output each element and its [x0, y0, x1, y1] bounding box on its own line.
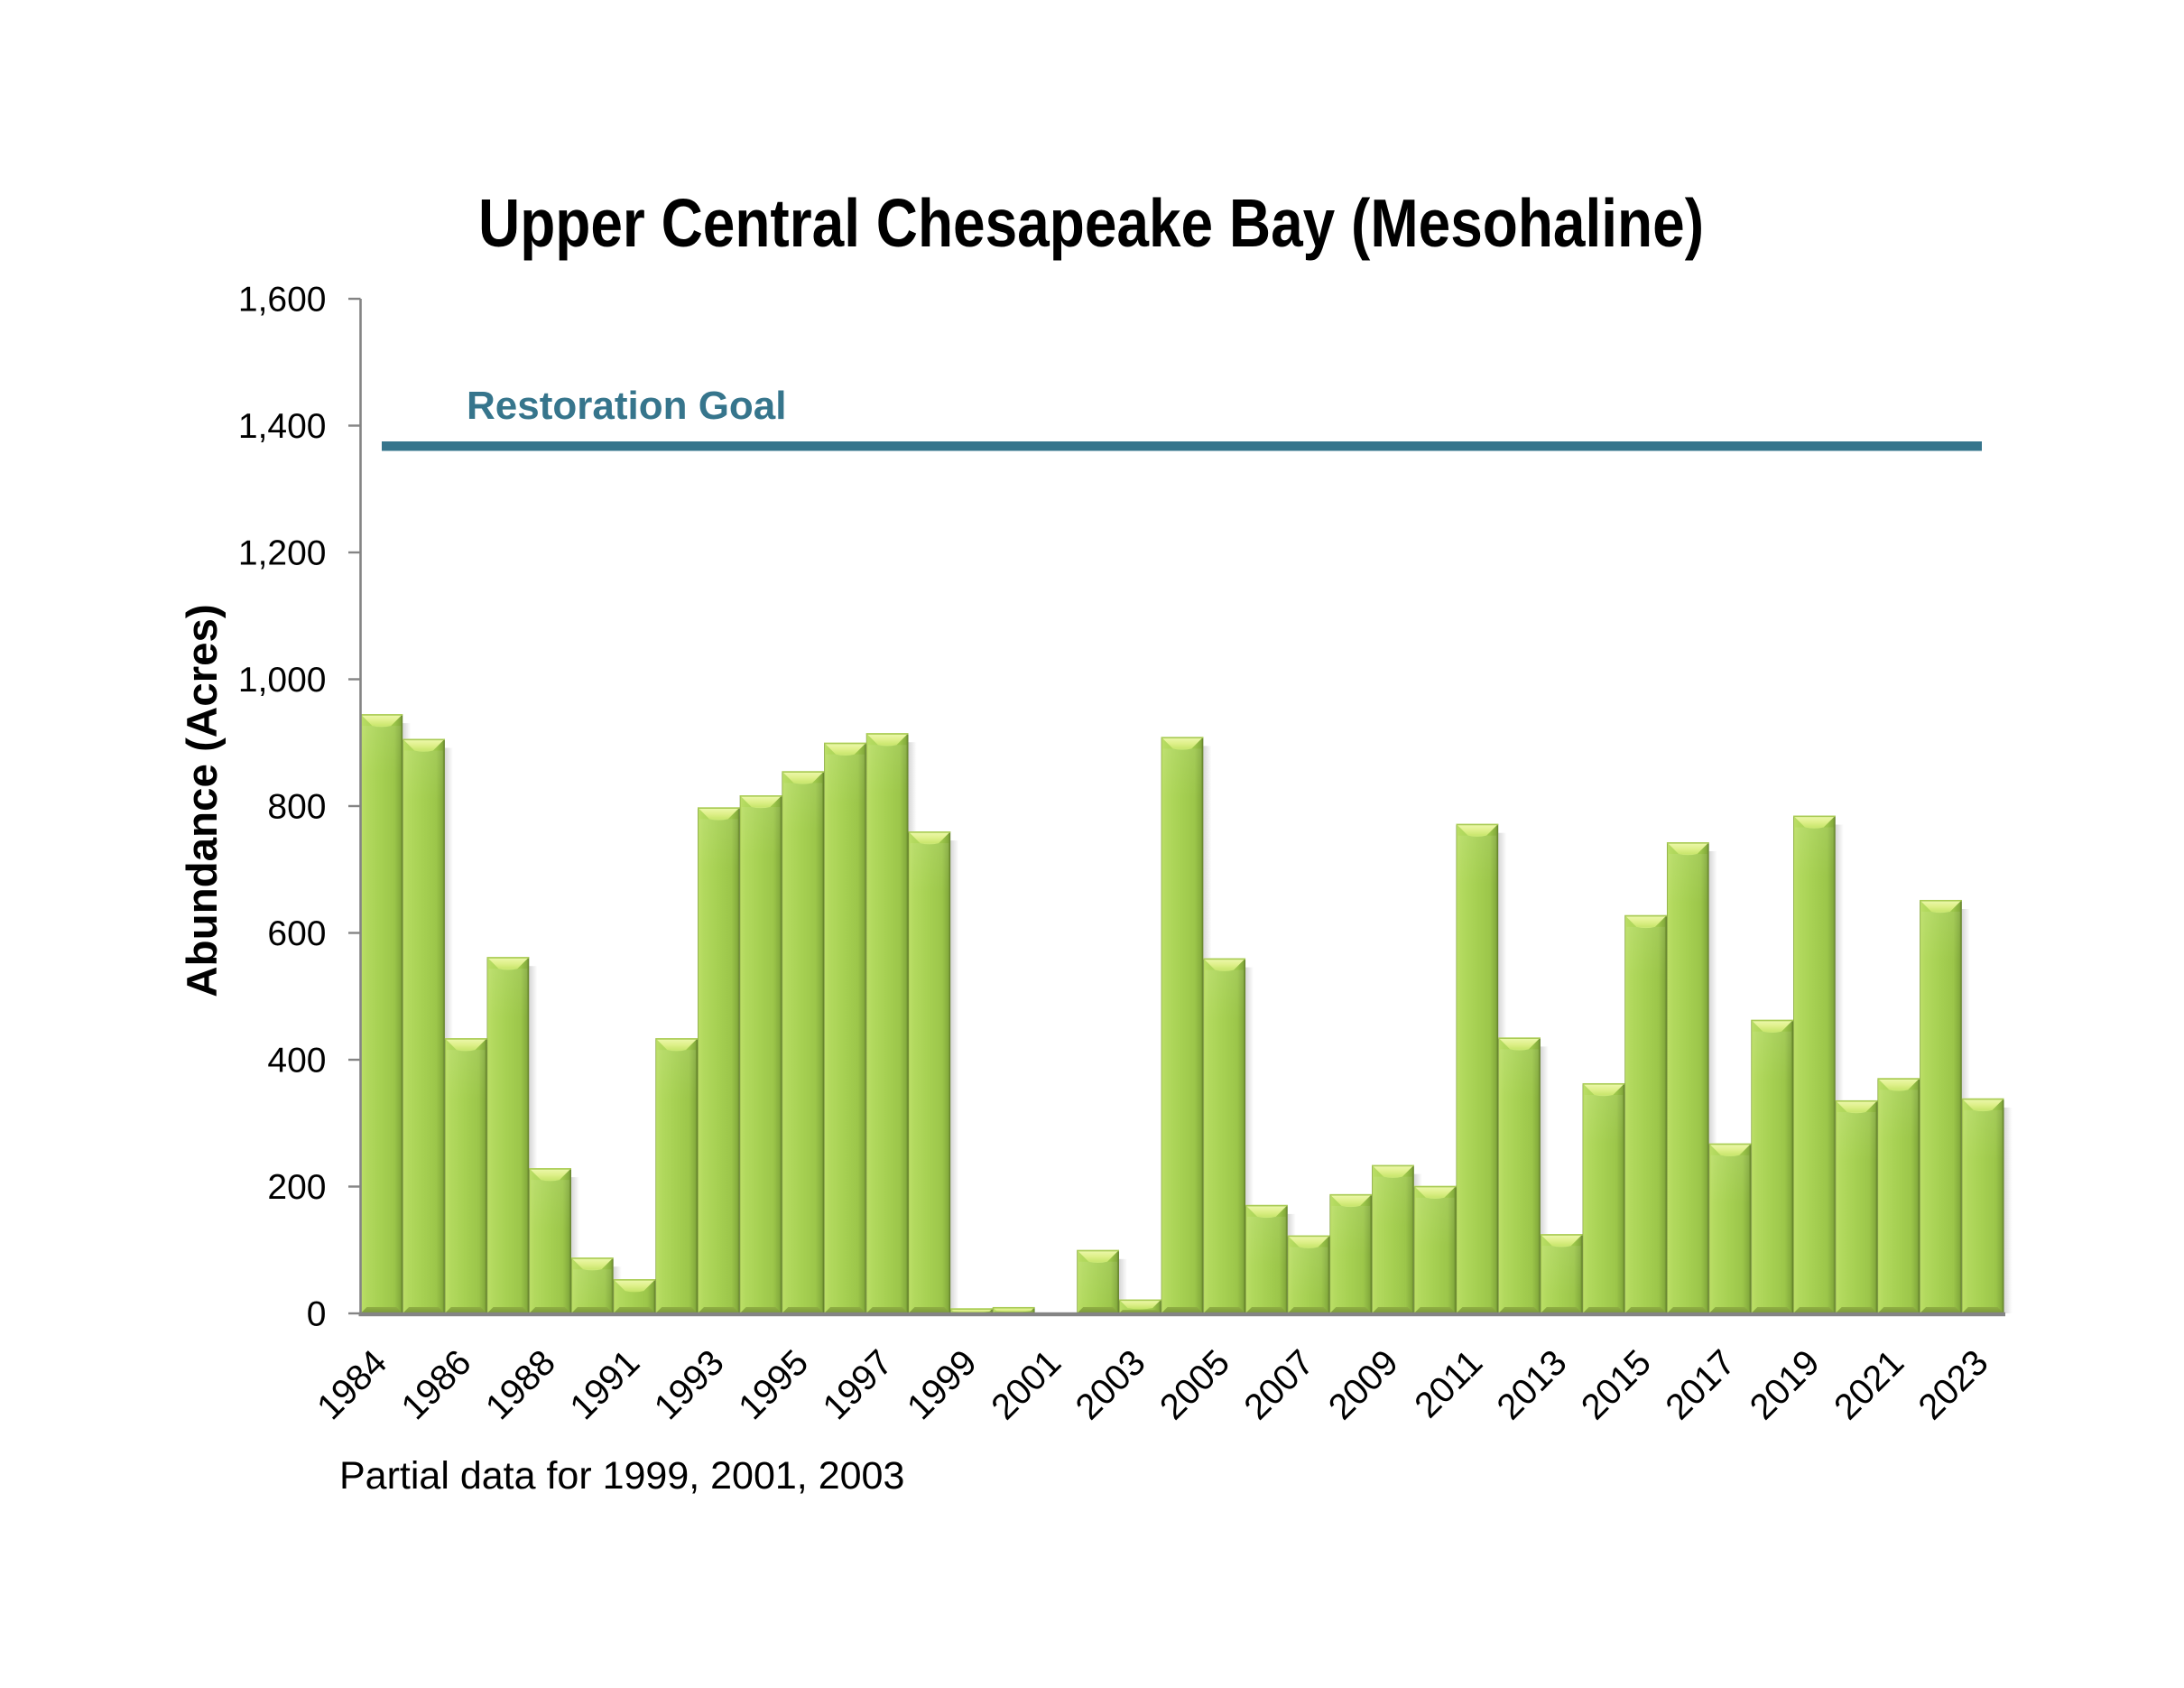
svg-text:200: 200	[267, 1168, 326, 1207]
svg-text:Partial data for 1999, 2001, 2: Partial data for 1999, 2001, 2003	[339, 1454, 904, 1498]
svg-text:Abundance (Acres): Abundance (Acres)	[179, 604, 227, 997]
svg-text:1,400: 1,400	[238, 407, 327, 446]
svg-text:1,000: 1,000	[238, 661, 327, 700]
svg-text:Restoration Goal: Restoration Goal	[467, 384, 787, 428]
svg-text:400: 400	[267, 1042, 326, 1081]
svg-text:1,200: 1,200	[238, 534, 327, 573]
svg-text:0: 0	[307, 1295, 327, 1334]
svg-text:Upper Central Chesapeake Bay (: Upper Central Chesapeake Bay (Mesohaline…	[478, 185, 1704, 261]
svg-text:600: 600	[267, 914, 326, 953]
svg-text:800: 800	[267, 788, 326, 827]
svg-text:1,600: 1,600	[238, 281, 327, 320]
